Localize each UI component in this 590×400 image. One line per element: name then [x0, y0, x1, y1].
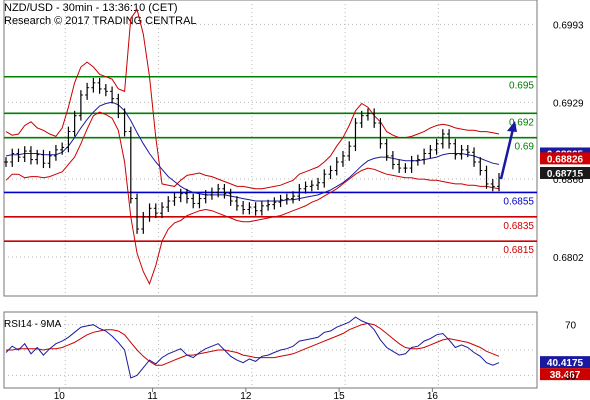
rsi-badge [540, 356, 590, 369]
x-tick-label: 16 [427, 391, 439, 400]
bollinger-upper-line [5, 8, 500, 190]
rsi-ma-line [6, 322, 500, 366]
y-tick-label: 0.6802 [553, 253, 584, 264]
rsi-panel-frame [3, 311, 538, 389]
axis-labels: 10 11 12 15 16 0.6993 0.6929 0.6866 0.6802 70 30 [54, 20, 584, 400]
rsi-tick-label: 30 [565, 371, 577, 382]
price-badge-label: 0.68715 [547, 169, 584, 180]
level-label: 0.6815 [503, 245, 534, 256]
rsi-badge [540, 368, 590, 381]
x-tick-label: 15 [334, 391, 346, 400]
level-label: 0.6835 [503, 221, 534, 232]
main-panel-frame [3, 0, 538, 297]
level-label: 0.695 [509, 81, 534, 92]
forecast-arrow-head [507, 121, 517, 133]
rsi-tick-label: 70 [565, 321, 577, 332]
bollinger-lower-line [5, 111, 500, 286]
x-tick-label: 12 [240, 391, 252, 400]
price-badge [540, 152, 590, 165]
forecast-arrow-shaft [499, 128, 515, 180]
rsi-grid [3, 311, 538, 389]
x-tick-label: 11 [147, 391, 158, 400]
price-badge-label: 0.68826 [547, 154, 584, 165]
y-tick-label: 0.6993 [553, 20, 584, 31]
rsi-badge-label: 40.4175 [547, 358, 584, 369]
y-tick-label: 0.6929 [553, 98, 584, 109]
main-grid [3, 0, 538, 297]
moving-average-line [5, 101, 500, 202]
level-label: 0.6855 [503, 196, 534, 207]
chart-title: NZD/USD - 30min - 13:36:10 (CET) [4, 2, 178, 14]
price-marks: 0.6950.6920.690.68550.68350.68150.688650… [4, 8, 590, 286]
rsi-line [5, 316, 500, 379]
level-label: 0.69 [515, 142, 535, 153]
price-badge [540, 166, 590, 179]
x-tick-label: 10 [54, 391, 66, 400]
level-label: 0.692 [509, 117, 534, 128]
rsi-badge-label: 38.467 [550, 370, 581, 381]
y-tick-label: 0.6866 [553, 175, 584, 186]
rsi-label: RSI14 - 9MA [4, 319, 62, 330]
